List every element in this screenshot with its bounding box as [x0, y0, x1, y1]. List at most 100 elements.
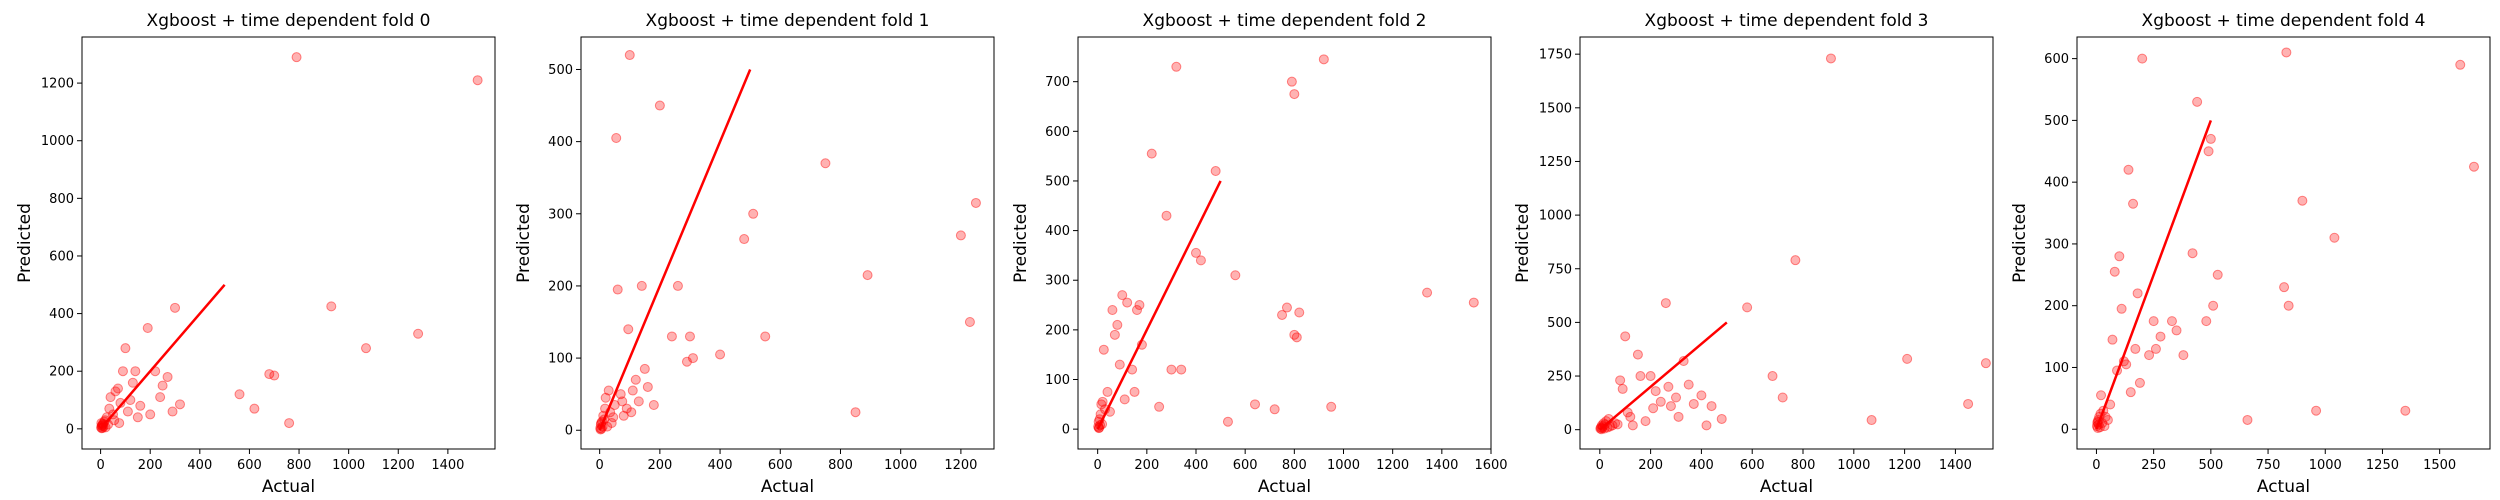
data-point [1612, 419, 1623, 430]
data-point [1129, 386, 1140, 397]
data-point [606, 418, 617, 429]
data-point [642, 381, 653, 392]
data-point [132, 412, 143, 423]
data-point [1742, 302, 1753, 313]
x-tick-label: 600 [768, 458, 793, 473]
reference-line [1599, 321, 1728, 431]
data-point [820, 158, 831, 169]
data-point [142, 322, 153, 333]
data-point [2311, 405, 2322, 416]
data-point [1635, 371, 1646, 382]
data-point [1097, 396, 1108, 407]
x-tick-label: 600 [237, 458, 262, 473]
reference-line [598, 68, 752, 431]
data-point [234, 389, 245, 400]
data-point [621, 403, 632, 414]
data-point [1107, 305, 1118, 316]
data-point [174, 399, 185, 410]
data-point [2212, 269, 2223, 280]
data-point [114, 418, 125, 429]
data-point [2242, 414, 2253, 425]
data-point [2116, 303, 2127, 314]
data-point [1701, 420, 1712, 431]
data-point [624, 50, 635, 61]
subplot-0: 0 200 400 600 800 1000 1200 1400 0 200 400 600 800 10… [15, 11, 496, 497]
data-point [284, 418, 295, 429]
data-point [672, 280, 683, 291]
data-point [2281, 47, 2292, 58]
data-point [1790, 255, 1801, 266]
data-point [1622, 407, 1633, 418]
data-point [1866, 415, 1877, 426]
x-tick-label: 400 [708, 458, 733, 473]
data-point [1655, 396, 1666, 407]
y-tick-label: 750 [1547, 262, 1572, 277]
y-tick-label: 300 [2044, 237, 2069, 252]
data-point [2099, 421, 2110, 432]
reference-line [99, 283, 226, 430]
data-point [2125, 387, 2136, 398]
chart-title: Xgboost + time dependent fold 1 [646, 11, 930, 31]
data-point [850, 407, 861, 418]
x-axis-label: Actual [2257, 477, 2310, 497]
data-point [1222, 416, 1233, 427]
data-point [603, 385, 614, 396]
reference-line [1096, 180, 1222, 430]
data-point [249, 403, 260, 414]
data-point [617, 396, 628, 407]
data-point [1098, 344, 1109, 355]
x-tick-label: 400 [187, 458, 212, 473]
x-tick-label: 400 [1184, 458, 1209, 473]
data-point [110, 386, 121, 397]
y-tick-label: 600 [1045, 125, 1070, 140]
data-point [1250, 399, 1260, 410]
x-axis-label: Actual [761, 477, 814, 497]
data-point [1620, 331, 1631, 342]
data-point [611, 133, 622, 144]
data-point [602, 421, 613, 432]
data-point [1665, 401, 1676, 412]
data-point [1096, 399, 1107, 410]
y-tick-label: 1500 [1539, 101, 1572, 116]
y-tick-label: 200 [2044, 299, 2069, 314]
data-point [748, 208, 759, 219]
data-point [627, 385, 638, 396]
x-tick-label: 800 [828, 458, 853, 473]
y-tick-label: 0 [66, 422, 74, 437]
data-point [964, 317, 975, 328]
data-point [687, 353, 698, 364]
data-point [1980, 358, 1991, 369]
data-point [155, 392, 166, 403]
y-tick-label: 400 [548, 135, 573, 150]
y-tick-label: 100 [1045, 373, 1070, 388]
x-tick-label: 1000 [332, 458, 365, 473]
data-point [1277, 309, 1288, 320]
x-tick-label: 1200 [944, 458, 977, 473]
x-tick-label: 0 [1596, 458, 1604, 473]
y-tick-label: 400 [49, 307, 74, 322]
y-tick-label: 800 [49, 192, 74, 207]
data-point [2096, 390, 2107, 401]
data-point [361, 343, 372, 354]
data-point [326, 301, 337, 312]
data-point [681, 356, 692, 367]
axes-frame [1579, 36, 1994, 450]
data-point [715, 349, 726, 360]
y-tick-label: 1000 [1539, 209, 1572, 224]
y-tick-label: 700 [1045, 75, 1070, 90]
x-axis-label: Actual [262, 477, 315, 497]
data-point [1318, 54, 1329, 65]
data-point [127, 377, 138, 388]
data-point [112, 383, 123, 394]
data-point [666, 331, 677, 342]
y-tick-label: 200 [49, 365, 74, 380]
x-tick-label: 1200 [1888, 458, 1921, 473]
x-tick-label: 800 [1282, 458, 1307, 473]
axes-frame [580, 36, 995, 450]
data-point [2144, 350, 2155, 361]
data-point [1706, 401, 1717, 412]
data-point [1291, 332, 1302, 343]
data-point [1154, 401, 1165, 412]
y-tick-label: 200 [548, 279, 573, 294]
data-point [1422, 287, 1433, 298]
